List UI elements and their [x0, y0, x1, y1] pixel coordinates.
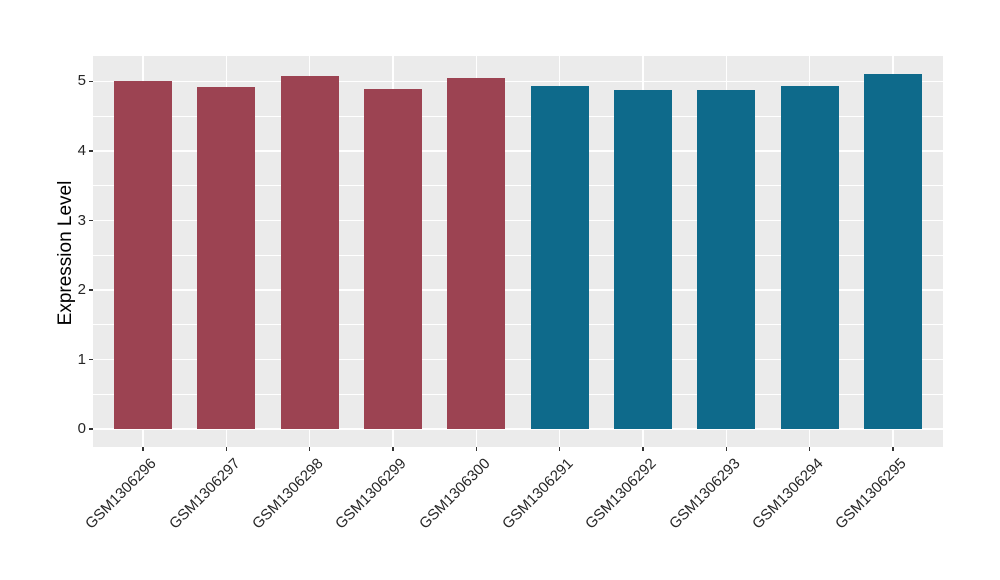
x-tick-label-text: GSM1306299 — [332, 455, 411, 533]
x-tick-mark — [642, 447, 644, 451]
y-tick-mark — [89, 428, 93, 430]
gridline-y-major — [93, 150, 943, 152]
y-tick-label: 2 — [77, 281, 86, 299]
gridline-y-minor — [93, 115, 943, 117]
x-tick-label-text: GSM1306295 — [832, 455, 911, 533]
gridline-y-minor — [93, 254, 943, 256]
x-tick-label-text: GSM1306294 — [749, 455, 827, 533]
x-tick-label-text: GSM1306291 — [499, 455, 577, 533]
bar-GSM1306293 — [697, 89, 756, 430]
x-tick-mark — [725, 447, 728, 451]
y-tick-label: 5 — [77, 72, 86, 90]
y-tick-label: 4 — [77, 141, 86, 159]
x-tick-label-text: GSM1306293 — [665, 455, 744, 533]
x-tick-label-text: GSM1306296 — [82, 455, 161, 533]
x-tick-mark — [225, 447, 228, 451]
x-tick-mark — [392, 447, 394, 451]
gridline-y-major — [93, 219, 943, 222]
x-tick-mark — [475, 447, 478, 451]
gridline-y-minor — [93, 324, 943, 326]
plot-panel — [93, 56, 943, 447]
bar-GSM1306300 — [447, 77, 506, 430]
x-tick-label-text: GSM1306298 — [249, 455, 327, 533]
x-tick-mark — [308, 447, 311, 451]
bar-GSM1306294 — [780, 86, 839, 430]
y-tick-mark — [89, 358, 93, 361]
x-tick-label-text: GSM1306300 — [415, 455, 494, 533]
x-tick-label-text: GSM1306292 — [582, 455, 661, 533]
y-axis-title: Expression Level — [55, 180, 76, 326]
bar-GSM1306299 — [363, 89, 423, 430]
bar-GSM1306298 — [280, 75, 339, 430]
gridline-y-major — [93, 358, 943, 361]
bar-GSM1306296 — [113, 80, 173, 430]
bar-GSM1306297 — [197, 87, 256, 430]
gridline-y-major — [93, 428, 943, 431]
x-tick-label-text: GSM1306297 — [165, 455, 244, 533]
x-tick-mark — [142, 447, 144, 451]
y-tick-label: 3 — [77, 211, 86, 229]
x-tick-mark — [808, 447, 811, 451]
y-tick-mark — [89, 80, 93, 83]
bar-GSM1306292 — [613, 90, 673, 430]
gridline-y-major — [93, 289, 943, 291]
y-tick-mark — [89, 289, 93, 291]
y-tick-mark — [89, 150, 93, 152]
y-tick-label: 0 — [77, 420, 86, 438]
bar-GSM1306295 — [863, 73, 923, 430]
x-tick-mark — [892, 447, 894, 451]
x-tick-mark — [558, 447, 561, 451]
gridline-y-minor — [93, 393, 943, 395]
y-tick-mark — [89, 219, 93, 222]
y-tick-label: 1 — [77, 350, 86, 368]
bar-GSM1306291 — [530, 85, 589, 430]
gridline-y-major — [93, 80, 943, 83]
gridline-y-minor — [93, 185, 943, 187]
